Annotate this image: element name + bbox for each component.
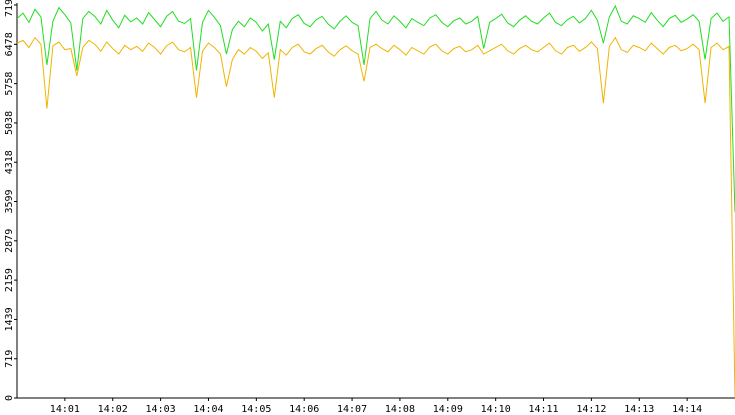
x-tick-label: 14:02 — [98, 404, 128, 415]
x-tick-label: 14:10 — [481, 404, 511, 415]
y-tick-label: 1439 — [4, 307, 15, 331]
y-tick-label: 3599 — [4, 189, 15, 213]
x-tick-label: 14:03 — [146, 404, 176, 415]
x-tick-label: 14:13 — [624, 404, 654, 415]
y-tick-label: 719 — [4, 350, 15, 368]
series-line — [16, 4, 735, 213]
x-tick-label: 14:06 — [289, 404, 319, 415]
y-tick-label: 6478 — [4, 32, 15, 56]
x-tick-label: 14:05 — [241, 404, 271, 415]
y-tick-label: 2879 — [4, 229, 15, 253]
series-line — [16, 36, 735, 399]
y-tick-label: 4318 — [4, 150, 15, 174]
y-tick-label: 7198 — [4, 0, 15, 17]
x-tick-label: 14:08 — [385, 404, 415, 415]
x-tick-label: 14:04 — [193, 404, 223, 415]
x-tick-label: 14:01 — [50, 404, 80, 415]
y-tick-label: 0 — [4, 395, 15, 401]
x-tick-label: 14:09 — [433, 404, 463, 415]
x-tick-label: 14:11 — [528, 404, 558, 415]
y-tick-label: 5758 — [4, 72, 15, 96]
y-tick-label: 5038 — [4, 111, 15, 135]
y-tick-label: 2159 — [4, 268, 15, 292]
x-tick-label: 14:14 — [672, 404, 702, 415]
x-tick-label: 14:07 — [337, 404, 367, 415]
x-tick-label: 14:12 — [576, 404, 606, 415]
